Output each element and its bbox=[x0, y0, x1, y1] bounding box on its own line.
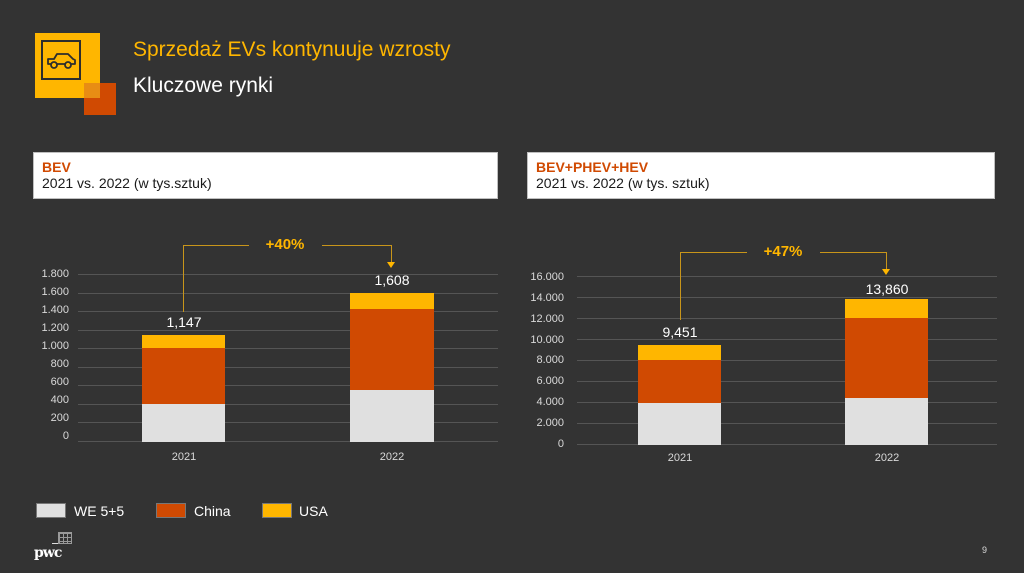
gridline bbox=[577, 381, 997, 382]
bar-segment-usa bbox=[142, 335, 225, 348]
y-tick: 12.000 bbox=[530, 313, 564, 325]
bar-segment-china bbox=[142, 348, 225, 404]
page-number: 9 bbox=[982, 545, 988, 555]
y-tick: 0 bbox=[557, 438, 564, 450]
gridline bbox=[577, 318, 997, 319]
bar-total-label: 13,860 bbox=[865, 281, 909, 297]
gridline bbox=[78, 274, 498, 275]
gridline bbox=[78, 441, 498, 442]
panel-header-bev-phev-hev: BEV+PHEV+HEV 2021 vs. 2022 (w tys. sztuk… bbox=[527, 152, 995, 199]
bar-total-label: 1,147 bbox=[166, 314, 202, 330]
bar-segment-we bbox=[638, 403, 721, 445]
header-icon-accent bbox=[84, 98, 116, 115]
bar-segment-china bbox=[638, 360, 721, 403]
gridline bbox=[577, 444, 997, 445]
page-subtitle: Kluczowe rynki bbox=[133, 74, 274, 97]
growth-bracket bbox=[322, 245, 392, 246]
growth-bracket bbox=[680, 252, 681, 320]
pwc-logo-mark bbox=[52, 543, 58, 544]
bar-segment-china bbox=[350, 309, 434, 390]
panel-title: BEV+PHEV+HEV bbox=[536, 159, 649, 175]
y-tick: 16.000 bbox=[530, 271, 564, 283]
y-tick: 2.000 bbox=[536, 417, 564, 429]
page-title: Sprzedaż EVs kontynuuje wzrosty bbox=[133, 38, 451, 61]
y-tick: 0 bbox=[62, 430, 69, 442]
growth-bracket bbox=[183, 245, 249, 246]
bar-total-label: 1,608 bbox=[374, 272, 410, 288]
y-tick: 600 bbox=[50, 376, 69, 388]
x-tick: 2021 bbox=[171, 451, 197, 463]
header-icon-accent bbox=[84, 83, 100, 98]
legend-swatch-we bbox=[36, 503, 66, 518]
legend-label: WE 5+5 bbox=[74, 503, 125, 519]
y-tick: 8.000 bbox=[536, 354, 564, 366]
y-tick: 1.200 bbox=[41, 322, 69, 334]
growth-bracket bbox=[820, 252, 887, 253]
y-tick: 400 bbox=[50, 394, 69, 406]
growth-annotation: +47% bbox=[763, 243, 803, 260]
bar-segment-usa bbox=[845, 299, 928, 318]
gridline bbox=[78, 367, 498, 368]
growth-bracket bbox=[391, 245, 392, 262]
x-tick: 2022 bbox=[379, 451, 405, 463]
y-tick: 6.000 bbox=[536, 375, 564, 387]
x-tick: 2022 bbox=[874, 452, 900, 464]
bar-segment-usa bbox=[638, 345, 721, 360]
arrow-down-icon bbox=[387, 262, 395, 268]
bar-segment-usa bbox=[350, 293, 434, 309]
y-tick: 200 bbox=[50, 412, 69, 424]
y-tick: 1.800 bbox=[41, 268, 69, 280]
bar-total-label: 9,451 bbox=[662, 324, 698, 340]
panel-title: BEV bbox=[42, 159, 71, 175]
x-tick: 2021 bbox=[667, 452, 693, 464]
panel-subtitle: 2021 vs. 2022 (w tys.sztuk) bbox=[42, 175, 212, 191]
gridline bbox=[78, 330, 498, 331]
y-tick: 4.000 bbox=[536, 396, 564, 408]
y-tick: 800 bbox=[50, 358, 69, 370]
pwc-logo-mark bbox=[58, 532, 72, 544]
y-tick: 1.400 bbox=[41, 304, 69, 316]
bar-segment-we bbox=[142, 404, 225, 442]
gridline bbox=[577, 339, 997, 340]
legend-label: USA bbox=[299, 503, 328, 519]
header-icon-accent bbox=[100, 83, 116, 98]
gridline bbox=[577, 360, 997, 361]
gridline bbox=[78, 348, 498, 349]
gridline bbox=[78, 385, 498, 386]
gridline bbox=[577, 297, 997, 298]
legend-swatch-china bbox=[156, 503, 186, 518]
growth-bracket bbox=[183, 245, 184, 312]
gridline bbox=[78, 422, 498, 423]
y-tick: 14.000 bbox=[530, 292, 564, 304]
legend-label: China bbox=[194, 503, 231, 519]
car-icon bbox=[41, 40, 81, 80]
panel-header-bev: BEV 2021 vs. 2022 (w tys.sztuk) bbox=[33, 152, 498, 199]
bar-segment-china bbox=[845, 318, 928, 398]
gridline bbox=[577, 423, 997, 424]
bar-segment-we bbox=[350, 390, 434, 442]
y-tick: 1.000 bbox=[41, 340, 69, 352]
pwc-logo: pwc bbox=[34, 545, 62, 561]
y-tick: 10.000 bbox=[530, 334, 564, 346]
legend-swatch-usa bbox=[262, 503, 292, 518]
growth-bracket bbox=[680, 252, 747, 253]
growth-annotation: +40% bbox=[265, 236, 305, 253]
gridline bbox=[577, 276, 997, 277]
gridline bbox=[78, 293, 498, 294]
arrow-down-icon bbox=[882, 269, 890, 275]
gridline bbox=[577, 402, 997, 403]
growth-bracket bbox=[886, 252, 887, 269]
gridline bbox=[78, 404, 498, 405]
gridline bbox=[78, 311, 498, 312]
y-tick: 1.600 bbox=[41, 286, 69, 298]
panel-subtitle: 2021 vs. 2022 (w tys. sztuk) bbox=[536, 175, 710, 191]
bar-segment-we bbox=[845, 398, 928, 445]
